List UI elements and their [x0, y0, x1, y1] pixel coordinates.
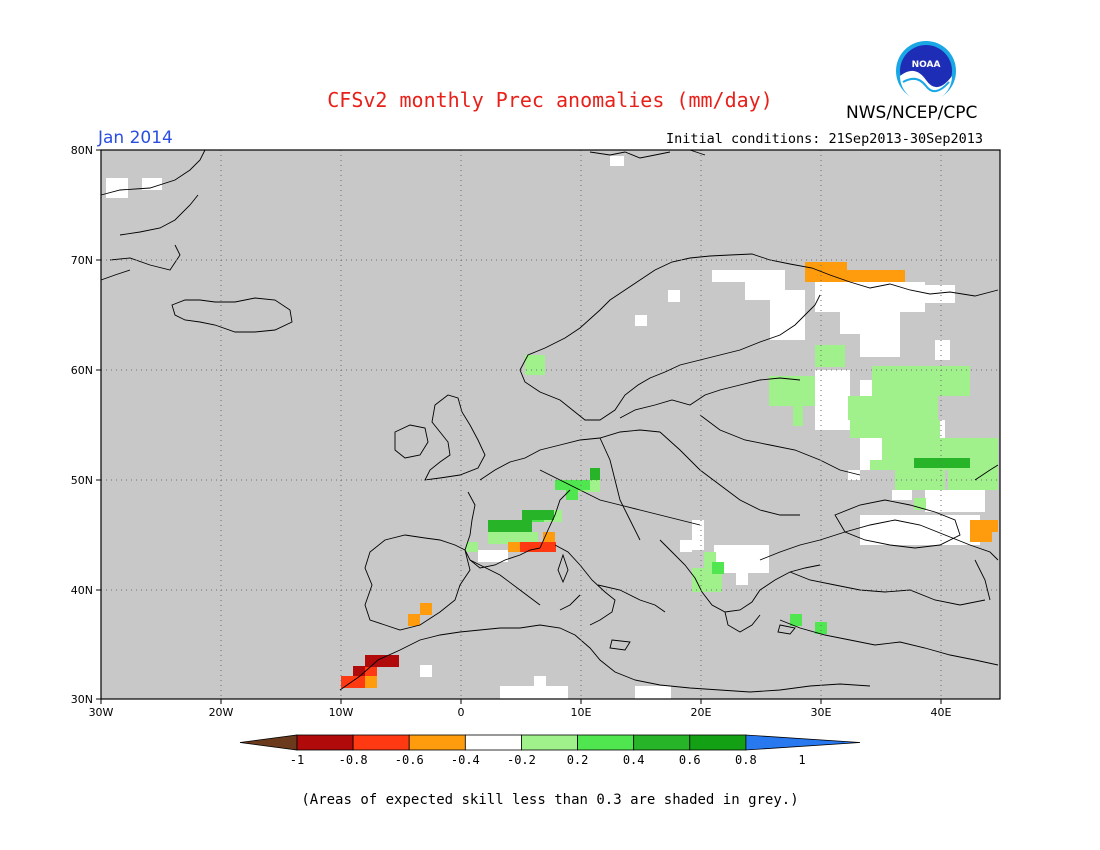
legend-arrow-high: [745, 734, 861, 751]
lat-label: 70N: [71, 254, 93, 267]
legend-tick-label: -0.4: [451, 753, 480, 767]
lon-label: 10W: [329, 706, 354, 719]
lat-label: 80N: [71, 144, 93, 157]
legend-tick-label: 0.2: [567, 753, 589, 767]
legend-arrow-low: [239, 734, 298, 751]
org-label: NWS/NCEP/CPC: [846, 103, 978, 123]
lon-label: 0: [458, 706, 465, 719]
lon-label: 40E: [931, 706, 952, 719]
legend-swatch: [352, 734, 410, 751]
initial-conditions-label: Initial conditions: 21Sep2013-30Sep2013: [666, 131, 983, 147]
lat-label: 50N: [71, 474, 93, 487]
legend-tick-label: -1: [290, 753, 304, 767]
lon-label: 20E: [691, 706, 712, 719]
noaa-logo-text: NOAA: [912, 60, 941, 70]
legend-swatch: [689, 734, 747, 751]
legend-swatch: [633, 734, 691, 751]
anomaly-cells: [106, 156, 998, 699]
legend-swatch: [408, 734, 466, 751]
legend-swatch: [521, 734, 578, 751]
legend-tick-label: -0.8: [339, 753, 368, 767]
chart-title: CFSv2 monthly Prec anomalies (mm/day): [327, 88, 773, 112]
legend-tick-label: -0.2: [507, 753, 536, 767]
lat-label: 30N: [71, 693, 93, 706]
skill-footnote: (Areas of expected skill less than 0.3 a…: [301, 792, 799, 808]
legend-tick-label: 0.4: [623, 753, 645, 767]
color-legend: -1 -0.8 -0.6 -0.4 -0.2 0.2 0.4 0.6 0.8 1: [239, 734, 861, 767]
coastlines: [100, 149, 999, 693]
legend-tick-label: -0.6: [395, 753, 424, 767]
month-label: Jan 2014: [98, 128, 173, 148]
legend-swatch: [464, 734, 522, 751]
legend-swatch: [577, 734, 635, 751]
noaa-logo: NOAA: [896, 41, 956, 102]
legend-tick-label: 0.8: [735, 753, 757, 767]
lon-label: 30W: [89, 706, 114, 719]
lon-label: 10E: [571, 706, 592, 719]
lat-label: 40N: [71, 584, 93, 597]
lat-label: 60N: [71, 364, 93, 377]
lon-label: 30E: [811, 706, 832, 719]
lon-label: 20W: [209, 706, 234, 719]
legend-swatch: [296, 734, 354, 751]
legend-tick-label: 1: [798, 753, 805, 767]
legend-tick-label: 0.6: [679, 753, 701, 767]
